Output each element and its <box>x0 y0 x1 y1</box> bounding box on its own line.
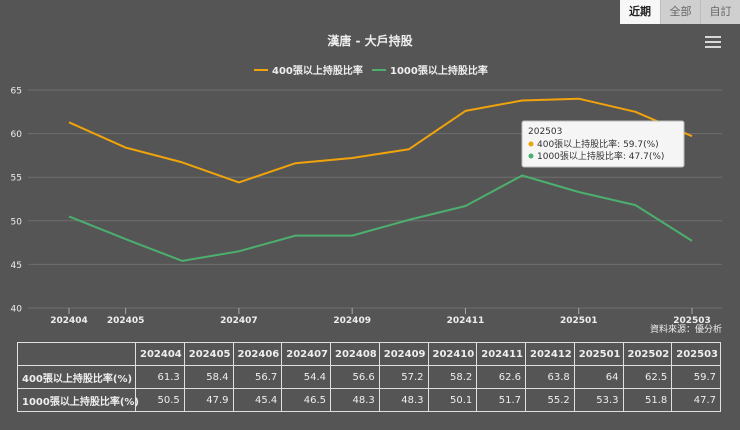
table-cell: 50.1 <box>427 388 478 412</box>
tooltip-header: 202503 <box>528 127 562 137</box>
table-cell: 48.3 <box>330 388 380 412</box>
table-cell: 62.6 <box>476 365 526 389</box>
table-header-cell: 202410 <box>427 342 478 366</box>
legend-item: 1000張以上持股比率 <box>390 64 488 77</box>
chart-grid <box>28 89 722 309</box>
tooltip-marker <box>528 141 534 147</box>
table-cell: 51.8 <box>622 388 673 412</box>
x-tick-label: 202501 <box>560 316 598 326</box>
table-cell: 58.2 <box>427 365 478 389</box>
tooltip-box <box>521 120 685 168</box>
table-header-cell: 202502 <box>622 342 673 366</box>
table-header-row: 202404 202405 202406 202407 202408 202409 2024… <box>17 342 721 366</box>
table-header-cell: 202405 <box>183 342 234 366</box>
table-cell: 46.5 <box>281 388 331 412</box>
table-cell: 57.2 <box>378 365 429 389</box>
table-cell: 54.4 <box>281 365 331 389</box>
data-table: 202404 202405 202406 202407 202408 202409 2024… <box>17 342 721 412</box>
table-cell: 45.4 <box>232 388 283 412</box>
table-row: 1000張以上持股比率(%) 50.5 47.9 45.4 46.5 48.3 48.3 50… <box>17 388 721 412</box>
x-tick-label: 202405 <box>107 316 145 326</box>
y-axis: 40 45 50 55 60 65 <box>11 87 23 315</box>
table-cell: 63.8 <box>525 365 575 389</box>
x-tick-label: 202407 <box>220 316 258 326</box>
table-header-cell: 202409 <box>378 342 429 366</box>
table-cell: 56.6 <box>330 365 380 389</box>
y-tick-label: 40 <box>11 305 23 315</box>
table-cell: 55.2 <box>525 388 575 412</box>
tab-recent[interactable]: 近期 <box>620 0 660 24</box>
table-header-cell: 202407 <box>281 342 331 366</box>
tooltip-marker <box>528 153 534 159</box>
table-header-cell: 202406 <box>232 342 283 366</box>
tooltip-line: 400張以上持股比率: 59.7(%) <box>537 138 659 150</box>
line-chart: 漢唐 - 大戶持股 400張以上持股比率 1000張以上持股比率 40 45 50 55… <box>11 33 722 335</box>
x-axis: 202404 202405 202407 202409 202411 202501 2025… <box>50 308 711 326</box>
y-tick-label: 55 <box>11 174 22 184</box>
table-header-cell: 202404 <box>135 342 185 366</box>
table-cell: 48.3 <box>378 388 429 412</box>
chart-title: 漢唐 - 大戶持股 <box>327 33 413 48</box>
table-cell: 58.4 <box>183 365 234 389</box>
x-tick-label: 202411 <box>447 316 485 326</box>
table-cell: 51.7 <box>476 388 526 412</box>
table-row: 400張以上持股比率(%) 61.3 58.4 56.7 54.4 56.6 57.2 58.… <box>17 365 721 389</box>
y-tick-label: 50 <box>11 217 23 227</box>
period-tabs: 近期 全部 自訂 <box>620 0 740 24</box>
x-tick-label: 202503 <box>673 316 711 326</box>
table-cell: 50.5 <box>135 388 185 412</box>
table-cell: 47.9 <box>183 388 234 412</box>
table-header-cell: 202412 <box>525 342 575 366</box>
table-cell: 64 <box>573 365 624 389</box>
chart-credit: 資料來源：優分析 <box>650 323 722 335</box>
table-cell: 59.7 <box>671 365 721 389</box>
x-tick-label: 202404 <box>50 316 88 326</box>
x-tick-label: 202409 <box>333 316 371 326</box>
tab-all[interactable]: 全部 <box>660 0 700 24</box>
tooltip-line: 1000張以上持股比率: 47.7(%) <box>537 150 664 162</box>
table-cell: 47.7 <box>671 388 721 412</box>
table-cell: 53.3 <box>573 388 624 412</box>
series-line-2 <box>68 174 693 262</box>
table-row-label: 400張以上持股比率(%) <box>17 365 136 389</box>
hamburger-menu-icon[interactable] <box>702 33 724 51</box>
table-header-cell: 202411 <box>476 342 526 366</box>
tab-custom[interactable]: 自訂 <box>700 0 740 24</box>
legend-item: 400張以上持股比率 <box>272 64 363 77</box>
series-line-1 <box>68 97 693 184</box>
table-row-label: 1000張以上持股比率(%) <box>17 388 139 412</box>
y-tick-label: 65 <box>11 87 22 97</box>
table-header-cell: 202408 <box>330 342 380 366</box>
table-header-cell: 202501 <box>573 342 624 366</box>
table-cell: 62.5 <box>622 365 673 389</box>
table-header-cell: 202503 <box>671 342 721 366</box>
chart-legend: 400張以上持股比率 1000張以上持股比率 <box>254 64 488 77</box>
table-cell: 61.3 <box>135 365 185 389</box>
y-tick-label: 60 <box>11 130 23 140</box>
table-header-cell <box>17 342 136 366</box>
table-cell: 56.7 <box>232 365 283 389</box>
chart-series <box>68 97 693 262</box>
y-tick-label: 45 <box>11 261 22 271</box>
